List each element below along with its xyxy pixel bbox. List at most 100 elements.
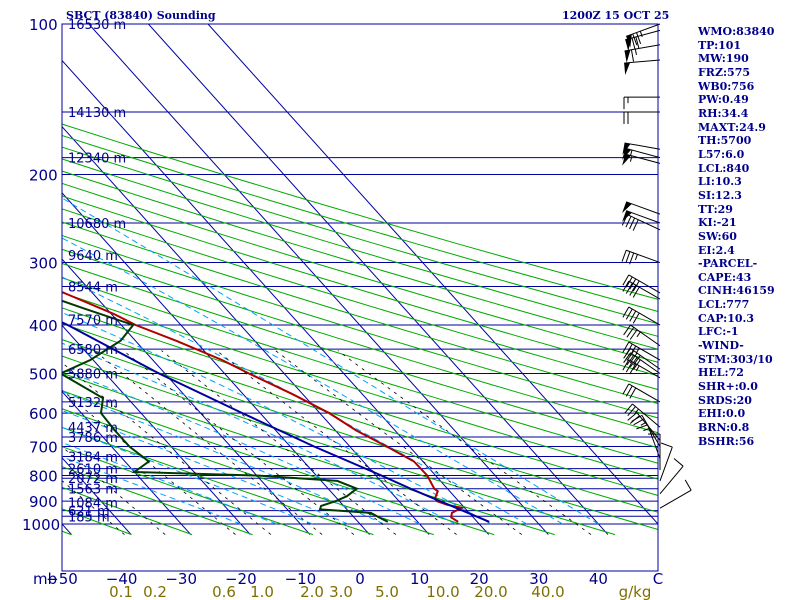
- pressure-tick-label: 500: [29, 365, 58, 383]
- index-line: -WIND-: [698, 339, 744, 353]
- height-label: 1563 m: [68, 483, 118, 498]
- index-line: SW:60: [698, 229, 737, 243]
- mixing-ratio-unit: g/kg: [619, 583, 652, 600]
- dry-adiabat: [62, 170, 658, 350]
- wind-barb: [621, 214, 661, 231]
- height-label: 4437 m: [68, 421, 118, 436]
- dry-adiabat: [62, 307, 658, 496]
- mixing-ratio-line: [62, 446, 166, 535]
- index-line: PW:0.49: [698, 93, 749, 107]
- index-line: TP:101: [698, 38, 742, 52]
- dry-adiabat: [62, 221, 658, 405]
- index-line: EHI:0.0: [698, 407, 746, 421]
- wind-barb: [659, 479, 692, 509]
- index-line: HEL:72: [698, 366, 744, 380]
- dry-adiabat: [62, 322, 658, 513]
- height-label: 3786 m: [68, 431, 118, 446]
- index-line: TT:29: [698, 202, 733, 216]
- dry-adiabat: [62, 158, 658, 337]
- height-label: 2610 m: [68, 463, 118, 478]
- dry-adiabat: [62, 446, 314, 536]
- dry-adiabat: [62, 355, 616, 536]
- wind-barb: [623, 96, 660, 110]
- dry-adiabat: [62, 390, 495, 536]
- wind-barb: [624, 403, 661, 428]
- dry-adiabat: [62, 408, 434, 536]
- index-line: BRN:0.8: [698, 421, 750, 435]
- index-line: FRZ:575: [698, 65, 751, 79]
- chart-title: SBCT (83840) Sounding: [66, 9, 216, 22]
- index-line: WMO:83840: [698, 25, 775, 38]
- moist-adiabat: [62, 409, 349, 525]
- wind-barb: [659, 458, 684, 495]
- mixing-ratio-label: 2.0: [300, 583, 324, 600]
- isotherm: [62, 324, 251, 535]
- pressure-tick-label: 700: [29, 439, 58, 457]
- index-line: LI:10.3: [698, 175, 742, 189]
- dry-adiabat: [62, 208, 658, 391]
- height-label: 1084 m: [68, 496, 118, 511]
- index-line: -PARCEL-: [698, 257, 758, 271]
- index-line: RH:34.4: [698, 106, 749, 120]
- isotherm: [207, 24, 658, 525]
- temperature-tick-label: 20: [470, 570, 489, 588]
- pressure-tick-label: 200: [29, 167, 58, 185]
- mixing-ratio-line: [62, 480, 125, 535]
- index-line: BSHR:56: [698, 434, 755, 448]
- profile-line: [62, 321, 490, 523]
- isotherm: [62, 192, 370, 535]
- dry-adiabat: [62, 195, 658, 377]
- index-line: CAP:10.3: [698, 311, 755, 325]
- moist-adiabat: [62, 237, 563, 525]
- mixing-ratio-label: 0.2: [143, 583, 167, 600]
- wind-barb: [622, 280, 661, 300]
- height-label: 12340 m: [68, 152, 126, 167]
- y-axis-label: mb: [33, 570, 57, 588]
- index-line: MW:190: [698, 52, 749, 66]
- moist-adiabat: [62, 426, 313, 525]
- height-label: 2072 m: [68, 472, 118, 487]
- height-label: 9640 m: [68, 249, 118, 264]
- wind-barb: [622, 306, 661, 326]
- dry-adiabat: [62, 339, 658, 531]
- dry-adiabat: [62, 248, 658, 434]
- wind-barb: [624, 44, 661, 63]
- dry-adiabat: [62, 426, 374, 536]
- height-label: 10680 m: [68, 217, 126, 232]
- temperature-tick-label: −10: [285, 570, 317, 588]
- dry-adiabat: [62, 486, 193, 536]
- index-line: EI:2.4: [698, 243, 735, 257]
- mixing-ratio-label: 1.0: [250, 583, 274, 600]
- height-label: 6580 m: [68, 343, 118, 358]
- index-line: LCL:777: [698, 298, 750, 312]
- moist-adiabat: [62, 197, 599, 525]
- wind-barb: [622, 153, 661, 166]
- mixing-ratio-line: [216, 350, 457, 535]
- height-label: 621 m: [68, 505, 110, 520]
- index-line: SRDS:20: [698, 393, 752, 407]
- height-label: 8544 m: [68, 281, 118, 296]
- wind-barb: [622, 274, 661, 294]
- pressure-tick-label: 400: [29, 317, 58, 335]
- wind-barb: [659, 442, 673, 482]
- isotherm: [148, 24, 609, 535]
- mixing-ratio-line: [275, 350, 523, 535]
- index-line: STM:303/10: [698, 352, 773, 366]
- temperature-tick-label: −40: [106, 570, 138, 588]
- temperature-tick-label: 10: [410, 570, 429, 588]
- height-label: 5880 m: [68, 367, 118, 382]
- isotherm: [62, 523, 72, 535]
- temperature-tick-label: −20: [225, 570, 257, 588]
- isotherm: [62, 125, 430, 535]
- wind-barb: [623, 111, 660, 125]
- index-line: SI:12.3: [698, 188, 742, 202]
- moist-adiabat: [62, 311, 492, 525]
- x-axis-label: C: [653, 570, 663, 588]
- wind-barb: [625, 29, 661, 52]
- chart-time: 1200Z 15 OCT 25: [562, 9, 670, 22]
- height-label: 5132 m: [68, 396, 118, 411]
- dry-adiabat: [0, 24, 11, 535]
- pressure-tick-label: 300: [29, 255, 58, 273]
- wind-barb: [623, 324, 661, 347]
